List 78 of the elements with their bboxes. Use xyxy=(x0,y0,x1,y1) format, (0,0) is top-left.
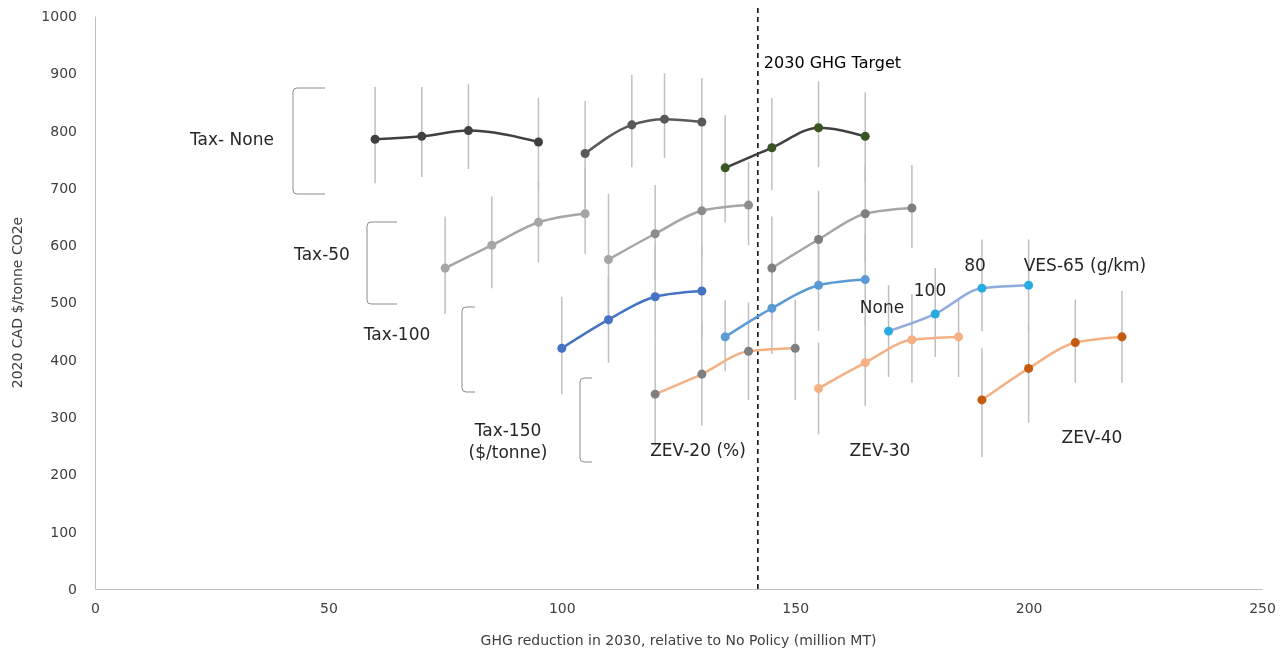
y-tick-label: 700 xyxy=(50,179,77,196)
annotation: ZEV-40 xyxy=(1061,427,1123,447)
point xyxy=(650,292,660,302)
annotation: 80 xyxy=(964,255,986,275)
point xyxy=(744,346,754,356)
point xyxy=(659,114,670,124)
point xyxy=(977,283,987,293)
point xyxy=(930,309,940,319)
x-tick-label: 150 xyxy=(782,599,810,616)
ref-line-label: 2030 GHG Target xyxy=(763,53,902,72)
point xyxy=(744,200,754,210)
point xyxy=(907,203,917,213)
point xyxy=(627,120,637,130)
point xyxy=(720,163,730,173)
y-tick-label: 100 xyxy=(50,523,77,540)
point xyxy=(954,332,964,342)
y-tick-label: 900 xyxy=(50,65,77,82)
point xyxy=(1070,338,1080,348)
point xyxy=(1117,332,1127,342)
x-tick-label: 200 xyxy=(1015,599,1043,616)
x-tick-label: 0 xyxy=(91,599,100,616)
point xyxy=(814,280,824,290)
annotation: Tax-50 xyxy=(293,244,350,264)
x-tick-label: 100 xyxy=(548,599,576,616)
point xyxy=(1024,363,1034,373)
annotation: None xyxy=(859,297,905,317)
point xyxy=(860,131,870,141)
y-tick-label: 200 xyxy=(50,466,77,483)
point xyxy=(814,383,824,393)
point xyxy=(417,131,427,141)
annotation: 100 xyxy=(913,280,947,300)
annotation: ZEV-30 xyxy=(849,440,911,460)
point xyxy=(790,343,800,353)
point xyxy=(767,143,777,153)
point xyxy=(603,315,613,325)
y-tick-label: 0 xyxy=(68,580,77,597)
y-tick-label: 500 xyxy=(50,294,77,311)
point xyxy=(720,332,730,342)
point xyxy=(860,209,870,219)
y-tick-label: 800 xyxy=(50,122,77,139)
point xyxy=(533,217,543,227)
x-tick-label: 250 xyxy=(1249,599,1276,616)
point xyxy=(440,263,450,273)
point xyxy=(860,358,870,368)
annotation: VES-65 (g/km) xyxy=(1023,255,1147,275)
y-tick-label: 1000 xyxy=(41,7,77,24)
point xyxy=(814,123,824,133)
annotation: Tax- None xyxy=(189,129,274,149)
point xyxy=(1024,280,1034,290)
y-tick-label: 300 xyxy=(50,409,77,426)
point xyxy=(814,234,824,244)
point xyxy=(907,335,917,345)
point xyxy=(487,240,497,250)
point xyxy=(767,303,777,313)
point xyxy=(370,134,380,144)
point xyxy=(650,389,660,399)
annotation: ZEV-20 (%) xyxy=(650,440,746,460)
point xyxy=(650,229,660,239)
point xyxy=(977,395,987,405)
x-tick-label: 50 xyxy=(319,599,338,616)
point xyxy=(697,117,707,127)
annotation: Tax-150 ($/tonne) xyxy=(468,420,548,463)
point xyxy=(860,275,870,285)
point xyxy=(697,369,707,379)
point xyxy=(767,263,777,273)
point xyxy=(533,137,543,147)
point xyxy=(557,343,567,353)
point xyxy=(580,149,590,159)
point xyxy=(697,206,707,216)
x-axis-title: GHG reduction in 2030, relative to No Policy (million MT) xyxy=(480,632,877,648)
y-axis-title: 2020 CAD $/tonne CO2e xyxy=(9,216,25,389)
point xyxy=(463,126,473,136)
point xyxy=(697,286,707,296)
point xyxy=(580,209,590,219)
y-tick-label: 400 xyxy=(50,351,77,368)
y-tick-label: 600 xyxy=(50,237,77,254)
point xyxy=(884,326,894,336)
annotation: Tax-100 xyxy=(362,324,431,344)
